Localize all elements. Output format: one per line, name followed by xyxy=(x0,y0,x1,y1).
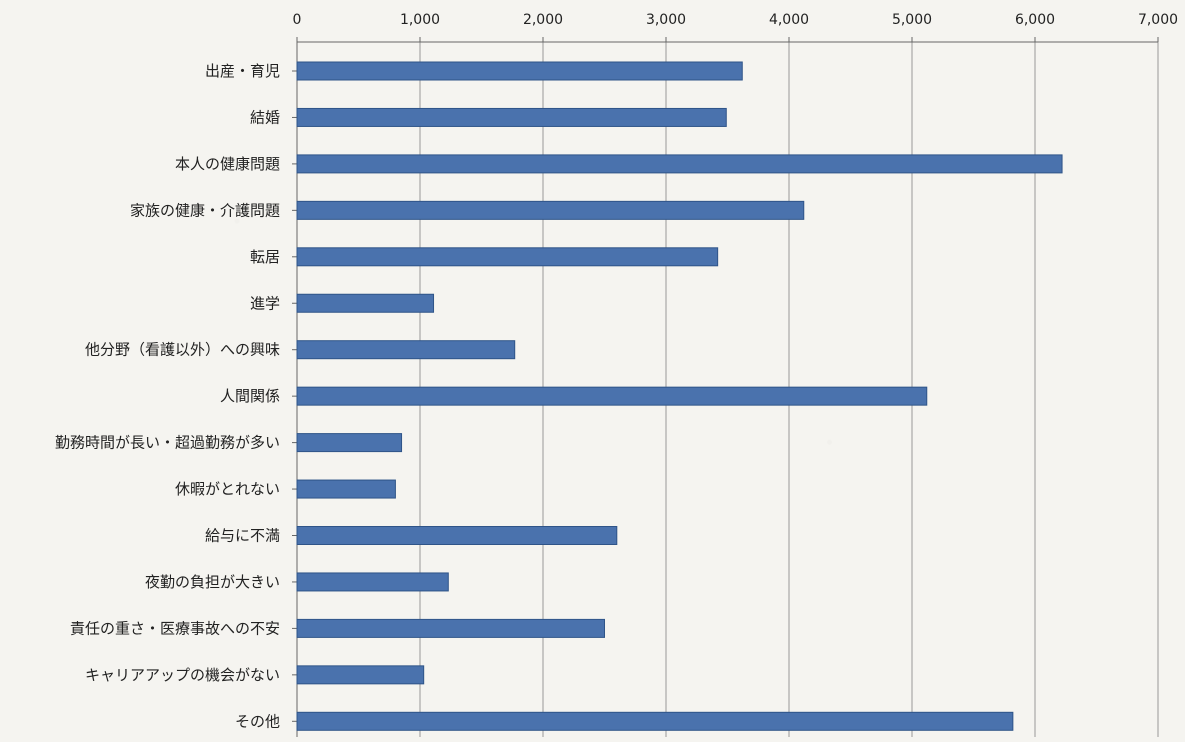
category-label: 給与に不満 xyxy=(205,527,280,545)
category-label: 他分野（看護以外）への興味 xyxy=(85,341,280,359)
category-label: 結婚 xyxy=(250,108,280,126)
bar xyxy=(296,433,403,453)
category-label: 休暇がとれない xyxy=(175,480,280,498)
category-label: 進学 xyxy=(250,294,280,312)
bar xyxy=(296,61,743,81)
bars xyxy=(296,61,1063,731)
x-tick-label: 7,000 xyxy=(1138,12,1178,28)
x-tick-label: 4,000 xyxy=(769,12,809,28)
x-tick-label: 3,000 xyxy=(646,12,686,28)
category-label: 人間関係 xyxy=(220,387,280,405)
x-tick-label: 1,000 xyxy=(400,12,440,28)
category-label: キャリアアップの機会がない xyxy=(85,666,280,684)
x-tick-label: 5,000 xyxy=(892,12,932,28)
category-labels: 出産・育児結婚本人の健康問題家族の健康・介護問題転居進学他分野（看護以外）への興… xyxy=(55,62,280,730)
category-label: 転居 xyxy=(250,248,280,266)
category-label: その他 xyxy=(235,712,280,730)
bar xyxy=(296,526,618,545)
x-tick-label: 2,000 xyxy=(523,12,563,28)
bar xyxy=(296,665,425,685)
x-tick-label: 6,000 xyxy=(1015,12,1055,28)
bar xyxy=(296,154,1063,174)
bar xyxy=(296,572,449,592)
bar xyxy=(296,618,605,638)
bar xyxy=(296,711,1014,731)
x-tick-labels: 0 1,000 2,000 3,000 4,000 5,000 6,000 7,000 xyxy=(293,12,1179,28)
bar xyxy=(296,107,727,127)
category-label: 夜勤の負担が大きい xyxy=(145,573,280,591)
bar xyxy=(296,479,396,499)
x-tick-label: 0 xyxy=(293,12,302,28)
category-label: 出産・育児 xyxy=(205,62,280,80)
category-label: 家族の健康・介護問題 xyxy=(130,201,280,219)
category-label: 責任の重さ・医療事故への不安 xyxy=(70,619,280,637)
category-label: 本人の健康問題 xyxy=(175,155,280,173)
bar xyxy=(296,293,435,313)
bar xyxy=(296,340,516,360)
category-label: 勤務時間が長い・超過勤務が多い xyxy=(55,434,280,452)
bar xyxy=(296,386,928,406)
bar xyxy=(296,247,719,267)
bar xyxy=(296,200,805,220)
